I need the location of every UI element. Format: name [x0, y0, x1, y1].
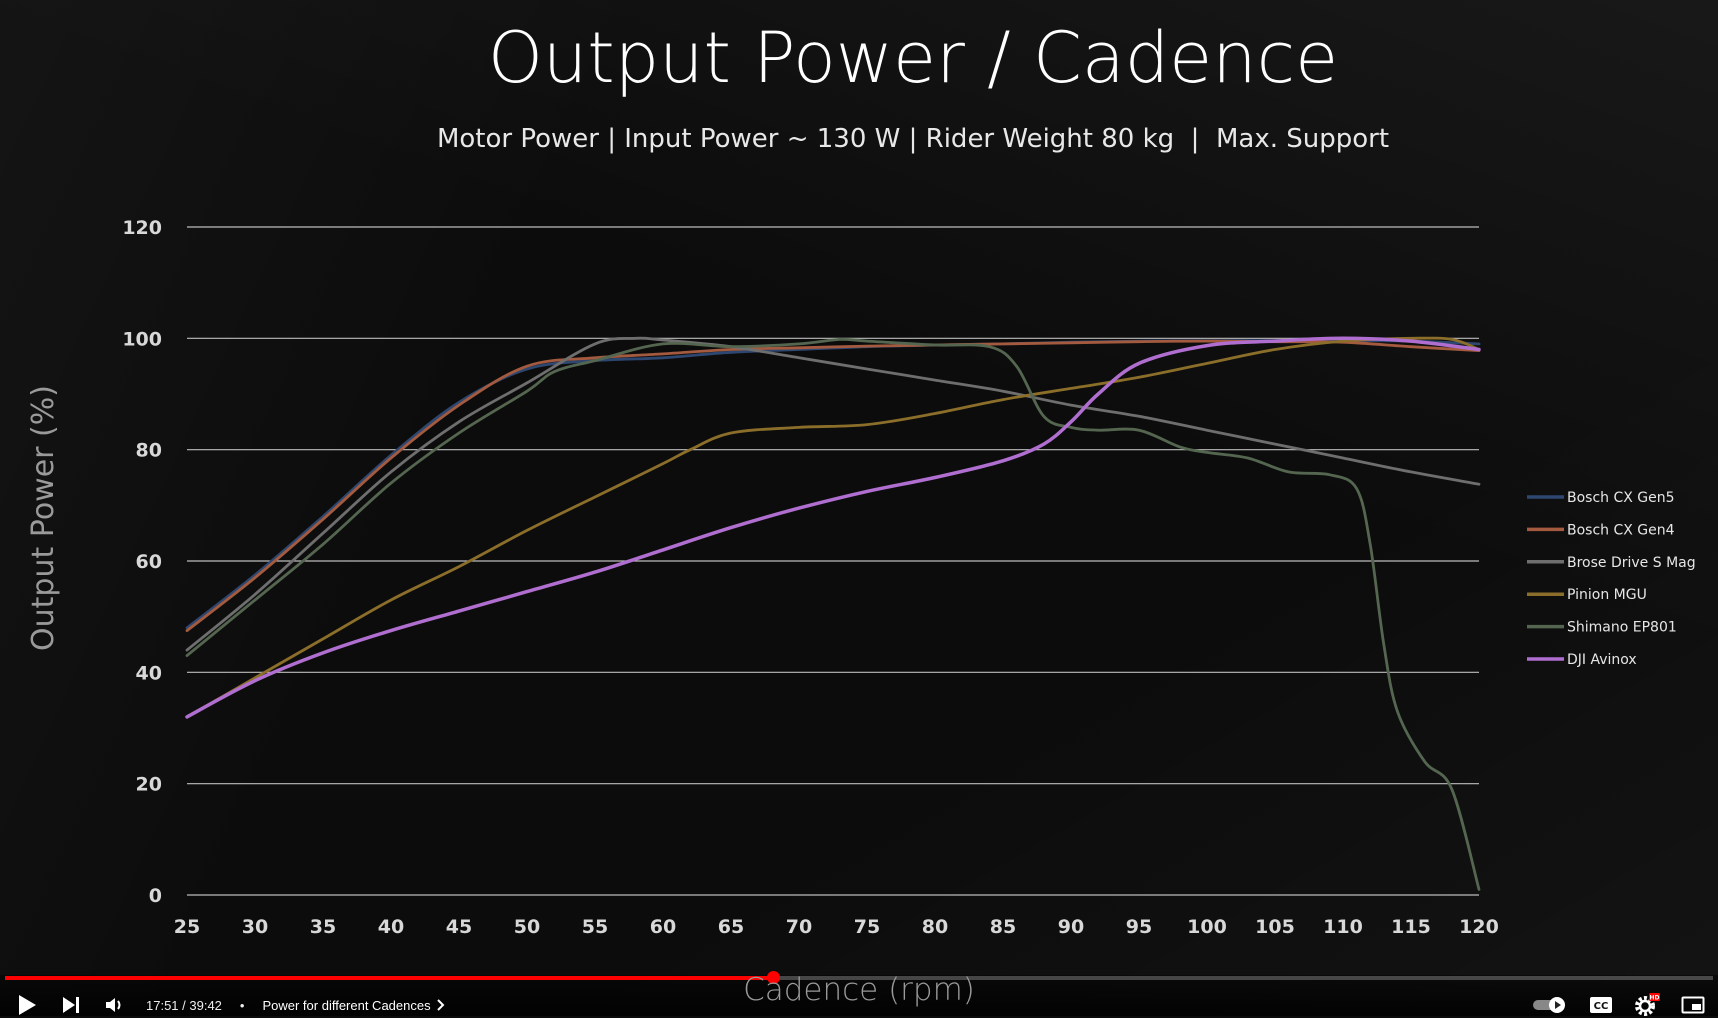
x-tick-labels: 25 30 35 40 45 50 55 60 65 70 75 80 85 90 95 100 105 110 1… [174, 916, 1499, 938]
series-line-dji-avinox [185, 336, 1481, 719]
legend-label: Bosch CX Gen5 [1567, 490, 1675, 506]
y-tick-label: 100 [122, 328, 162, 350]
miniplayer-button[interactable] [1680, 993, 1706, 1017]
chart-title: Output Power / Cadence [488, 17, 1338, 99]
x-tick-label: 85 [990, 916, 1016, 938]
x-tick-label: 35 [310, 916, 336, 938]
x-tick-label: 95 [1126, 916, 1152, 938]
play-button[interactable] [14, 993, 40, 1017]
legend: Bosch CX Gen5 Bosch CX Gen4 Brose Drive S … [1527, 490, 1696, 668]
legend-label: Shimano EP801 [1567, 620, 1677, 636]
x-tick-label: 100 [1187, 916, 1227, 938]
x-tick-label: 90 [1058, 916, 1084, 938]
series-line-shimano-ep801 [185, 337, 1481, 891]
x-tick-label: 30 [242, 916, 268, 938]
legend-label: Brose Drive S Mag [1567, 555, 1696, 571]
y-tick-label: 0 [149, 885, 162, 907]
settings-button[interactable]: HD [1634, 993, 1660, 1017]
scrubber-handle[interactable] [766, 971, 780, 984]
y-tick-label: 40 [136, 662, 162, 684]
x-tick-label: 115 [1391, 916, 1431, 938]
autoplay-toggle[interactable] [1532, 993, 1568, 1017]
chapter-label: Power for different Cadences [262, 997, 431, 1013]
player-controls-right: CC HD [1532, 992, 1706, 1018]
volume-icon [106, 998, 121, 1012]
chart-subtitle: Motor Power | Input Power ~ 130 W | Ride… [437, 124, 1389, 154]
y-tick-label: 80 [136, 440, 162, 462]
x-tick-label: 105 [1255, 916, 1295, 938]
play-icon [19, 995, 36, 1015]
video-controls-bar [0, 975, 1718, 1016]
gridlines [187, 226, 1479, 896]
series-line-pinion-mgu [185, 336, 1481, 719]
hd-badge: HD [1649, 995, 1659, 1002]
autoplay-toggle-icon [1533, 997, 1565, 1013]
series-line-brose-drive-s-mag [185, 336, 1481, 652]
x-tick-label: 55 [582, 916, 608, 938]
series-line-bosch-cx-gen4 [185, 339, 1481, 632]
chapter-title[interactable]: Power for different Cadences [262, 997, 445, 1013]
cc-label: CC [1594, 1001, 1609, 1012]
x-tick-label: 75 [854, 916, 880, 938]
legend-label: Pinion MGU [1567, 587, 1647, 603]
subtitles-button[interactable]: CC [1588, 993, 1614, 1017]
progress-bar[interactable] [5, 971, 1713, 984]
y-tick-labels: 0 20 40 60 80 100 120 [122, 217, 162, 907]
skip-next-icon [63, 997, 79, 1013]
y-tick-label: 120 [122, 217, 162, 239]
closed-captions-icon: CC [1590, 997, 1612, 1013]
mute-button[interactable] [102, 993, 128, 1017]
gear-icon: HD [1635, 993, 1660, 1016]
series-line-bosch-cx-gen5 [185, 339, 1481, 630]
x-tick-label: 40 [378, 916, 404, 938]
legend-label: DJI Avinox [1567, 652, 1637, 668]
series-lines [185, 336, 1481, 891]
separator-dot: • [239, 997, 245, 1013]
player-controls-left: 17:51 / 39:42 • Power for different Cade… [14, 992, 445, 1018]
x-tick-label: 65 [718, 916, 744, 938]
x-tick-label: 120 [1459, 916, 1499, 938]
x-tick-label: 60 [650, 916, 676, 938]
chevron-right-icon [436, 999, 445, 1011]
miniplayer-icon [1681, 996, 1705, 1014]
progress-played [5, 976, 773, 980]
time-display: 17:51 / 39:42 [146, 997, 222, 1013]
legend-label: Bosch CX Gen4 [1567, 522, 1675, 538]
y-tick-label: 20 [136, 774, 162, 796]
x-tick-label: 25 [174, 916, 200, 938]
y-axis-label: Output Power (%) [26, 385, 61, 651]
x-tick-label: 45 [446, 916, 472, 938]
x-tick-label: 50 [514, 916, 540, 938]
next-button[interactable] [58, 993, 84, 1017]
y-tick-label: 60 [136, 551, 162, 573]
x-tick-label: 70 [786, 916, 812, 938]
x-tick-label: 110 [1323, 916, 1363, 938]
x-tick-label: 80 [922, 916, 948, 938]
